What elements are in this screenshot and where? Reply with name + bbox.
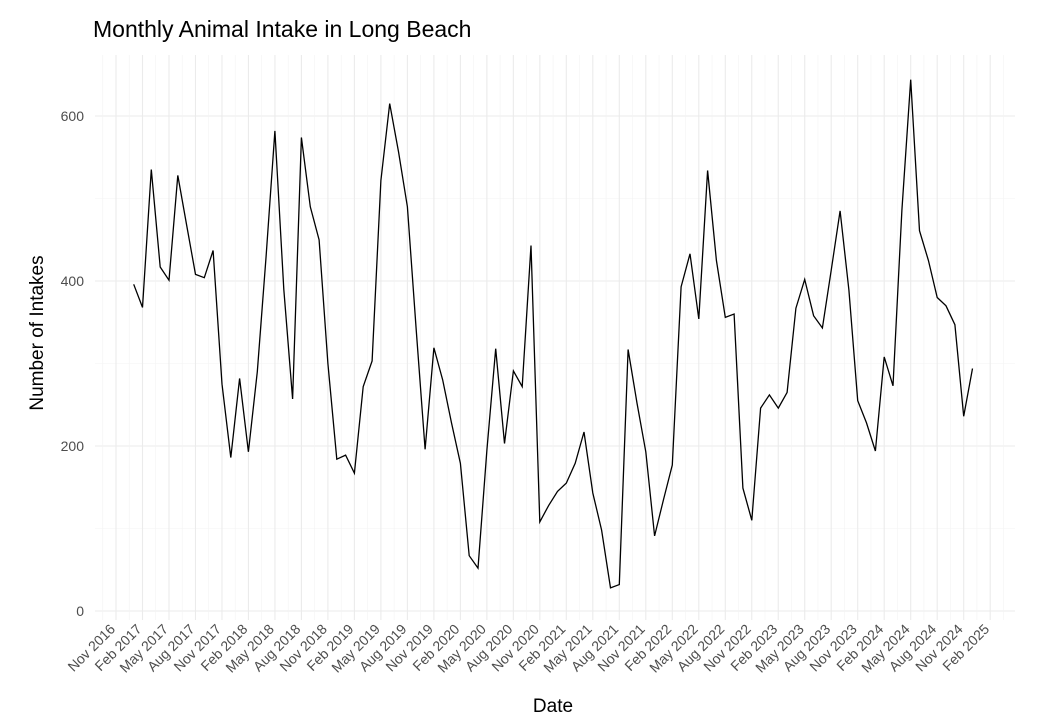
x-axis-label: Date (533, 696, 573, 717)
y-tick-label: 200 (61, 438, 85, 454)
y-tick-label: 0 (76, 603, 84, 619)
y-tick-label: 600 (61, 108, 85, 124)
y-axis-label: Number of Intakes (27, 255, 48, 410)
y-axis: 0 200 400 600 (61, 108, 85, 619)
chart-title: Monthly Animal Intake in Long Beach (93, 16, 471, 42)
grid (95, 55, 1015, 620)
y-tick-label: 400 (61, 273, 85, 289)
